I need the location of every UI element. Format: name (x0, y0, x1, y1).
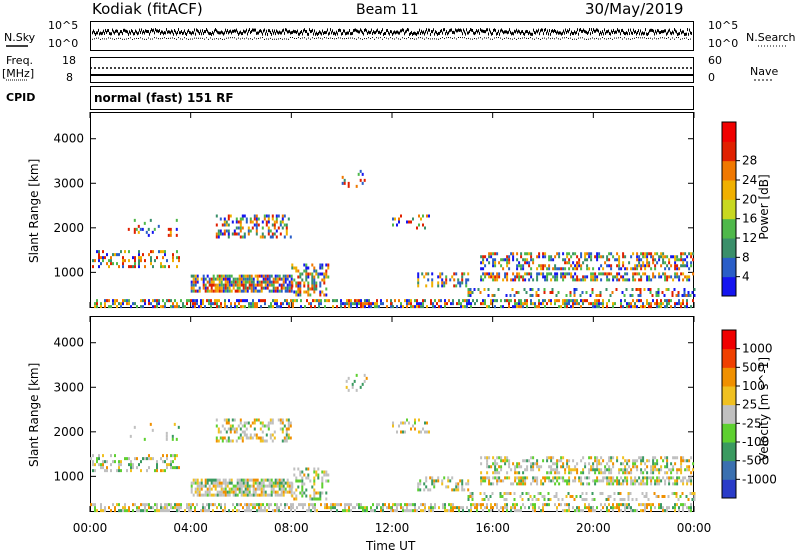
colorbar-cell (722, 122, 736, 142)
x-tick-label: 00:00 (73, 521, 108, 535)
colorbar-tick-label: 25 (742, 398, 757, 412)
colorbar-tick-label: -1000 (742, 472, 777, 486)
y-tick-label: 2000 (53, 221, 84, 235)
colorbar-cell (722, 330, 736, 350)
colorbar-cell (722, 218, 736, 239)
freq-low: 8 (66, 71, 73, 84)
x-tick-label: 00:00 (677, 521, 712, 535)
echo-scatter (92, 178, 696, 309)
colorbar-tick-label: 500 (742, 360, 765, 374)
echo-scatter (94, 385, 696, 513)
cpid-label: CPID (6, 91, 36, 104)
x-tick-label: 08:00 (274, 521, 309, 535)
colorbar-cell (722, 180, 736, 200)
colorbar-cell (722, 460, 736, 480)
colorbar-cell (722, 276, 736, 297)
y-tick-label: 3000 (53, 176, 84, 190)
colorbar-cell (722, 386, 736, 406)
colorbar-cell (722, 367, 736, 387)
date-label: 30/May/2019 (585, 0, 684, 18)
y-tick-label: 4000 (53, 132, 84, 146)
cpid-value: normal (fast) 151 RF (94, 91, 234, 105)
colorbar-frame (721, 121, 737, 297)
nsky-panel (90, 21, 694, 51)
colorbar-cell (722, 199, 736, 220)
echo-scatter (94, 172, 693, 309)
nsky-high: 10^5 (48, 19, 79, 32)
x-axis-label: Time UT (366, 539, 416, 553)
colorbar-frame (721, 329, 737, 499)
echo-scatter (92, 178, 695, 309)
x-tick-label: 20:00 (576, 521, 611, 535)
freq-label-2: [MHz] (2, 67, 35, 80)
cpid-panel (90, 86, 694, 110)
colorbar-cell (722, 479, 736, 499)
colorbar-tick-label: -500 (742, 454, 769, 468)
colorbar-tick-label: 100 (742, 379, 765, 393)
echo-scatter (90, 376, 693, 513)
x-tick-label: 16:00 (475, 521, 510, 535)
colorbar-tick-label: 20 (742, 192, 757, 206)
colorbar-cell (722, 442, 736, 462)
beam-label: Beam 11 (356, 2, 419, 18)
nsky-label: N.Sky (4, 31, 36, 44)
freq-label-1: Freq. (6, 54, 34, 67)
velocity-panel (90, 316, 694, 512)
echo-scatter (94, 373, 695, 513)
y-tick-label: 1000 (53, 265, 84, 279)
echo-scatter (90, 376, 693, 513)
echo-scatter (100, 169, 693, 309)
echo-scatter (92, 373, 696, 513)
colorbar-tick-label: -100 (742, 435, 769, 449)
colorbar-cell (722, 160, 736, 181)
colorbar-cell (722, 238, 736, 258)
y-tick-label: 1000 (53, 469, 84, 483)
colorbar-tick-label: -25 (742, 416, 762, 430)
colorbar-cell (722, 141, 736, 162)
colorbar-cell (722, 404, 736, 424)
nsearch-low: 10^0 (708, 37, 739, 50)
echo-scatter (96, 172, 696, 309)
nave-low: 0 (708, 71, 715, 84)
nsearch-high: 10^5 (708, 19, 739, 32)
y-tick-label: 4000 (53, 336, 84, 350)
colorbar-cell (722, 348, 736, 368)
colorbar-tick-label: 28 (742, 154, 757, 168)
echo-scatter (94, 175, 695, 309)
echo-scatter (94, 214, 693, 309)
nave-high: 60 (708, 54, 722, 67)
nave-label: Nave (750, 65, 779, 78)
nsky-low: 10^0 (48, 37, 79, 50)
colorbar-tick-label: 1000 (742, 342, 773, 356)
colorbar-tick-label: 8 (742, 250, 750, 264)
colorbar-cell (722, 423, 736, 443)
station-title: Kodiak (fitACF) (92, 0, 203, 18)
y-tick-label: 3000 (53, 380, 84, 394)
colorbar-tick-label: 24 (742, 173, 757, 187)
colorbar-tick-label: 12 (742, 231, 757, 245)
x-tick-label: 04:00 (173, 521, 208, 535)
colorbar-cell (722, 257, 736, 278)
y-tick-label: 2000 (53, 425, 84, 439)
echo-scatter (92, 379, 694, 513)
x-tick-label: 12:00 (375, 521, 410, 535)
freq-high: 18 (62, 54, 76, 67)
colorbar-tick-label: 4 (742, 270, 750, 284)
freq-panel (90, 57, 694, 83)
colorbar-tick-label: 16 (742, 212, 757, 226)
nsearch-label: N.Search (746, 31, 796, 44)
